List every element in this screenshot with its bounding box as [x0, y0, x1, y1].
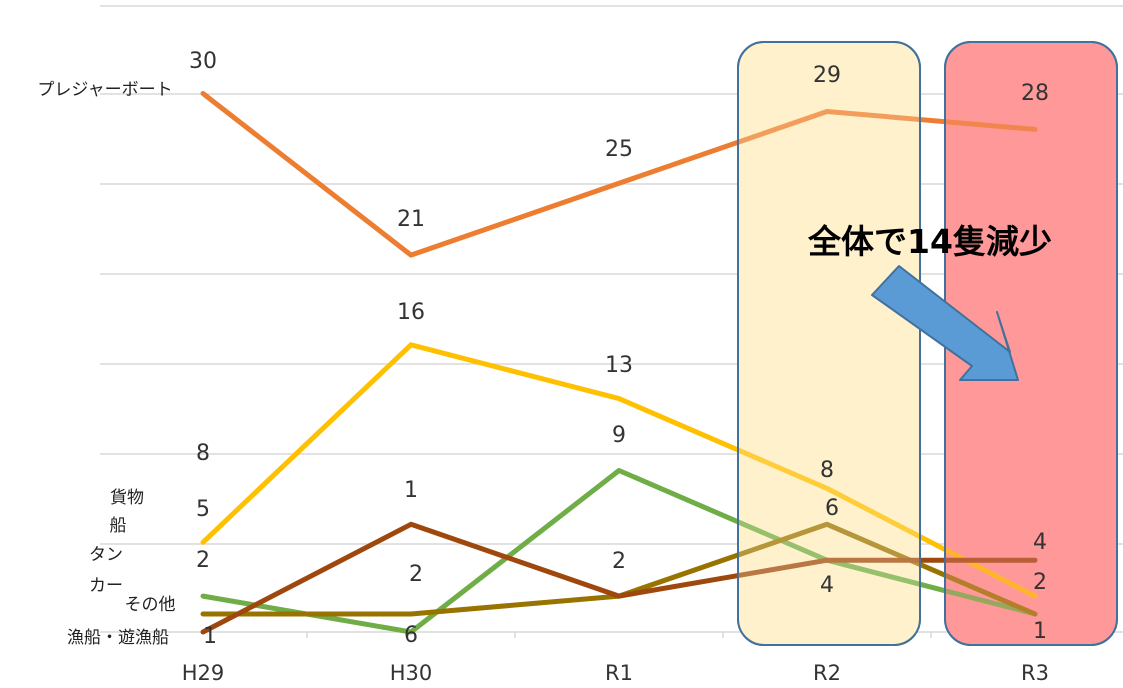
- x-tick-label: H30: [390, 661, 433, 685]
- x-tick-label: H29: [182, 661, 225, 685]
- data-label: 6: [825, 496, 839, 521]
- series-name-label: 貨物: [110, 488, 144, 508]
- data-label: 29: [813, 63, 841, 88]
- data-label: 1: [203, 624, 217, 649]
- x-tick-label: R1: [605, 661, 633, 685]
- data-label: 4: [1033, 530, 1047, 555]
- series-name-label: その他: [125, 595, 176, 615]
- series-name-label: 漁船・遊漁船: [67, 628, 169, 648]
- x-tick-label: R2: [813, 661, 841, 685]
- x-tick-label: R3: [1021, 661, 1049, 685]
- data-label: 2: [409, 562, 423, 587]
- callout-text: 全体で14隻減少: [807, 222, 1052, 261]
- series-name-label: 船: [110, 516, 127, 536]
- data-label: 13: [605, 353, 633, 378]
- data-label: 2: [612, 549, 626, 574]
- data-label: 25: [605, 137, 633, 162]
- callout-arrow: [871, 265, 1019, 381]
- data-label: 9: [612, 423, 626, 448]
- data-label: 1: [404, 478, 418, 503]
- data-label: 5: [196, 497, 210, 522]
- data-label: 2: [1033, 570, 1047, 595]
- data-label: 8: [196, 441, 210, 466]
- data-label: 28: [1021, 81, 1049, 106]
- data-label: 16: [397, 300, 425, 325]
- series-name-label: プレジャーボート: [37, 80, 172, 100]
- data-label: 4: [820, 573, 834, 598]
- data-label: 1: [1033, 619, 1047, 644]
- data-label: 8: [820, 458, 834, 483]
- data-label: 21: [397, 207, 425, 232]
- series-name-label: タン: [89, 545, 123, 565]
- series-name-label: カー: [89, 576, 123, 596]
- highlight-overlay: [737, 41, 921, 646]
- data-label: 2: [196, 548, 210, 573]
- data-label: 6: [404, 623, 418, 648]
- data-label: 30: [189, 49, 217, 74]
